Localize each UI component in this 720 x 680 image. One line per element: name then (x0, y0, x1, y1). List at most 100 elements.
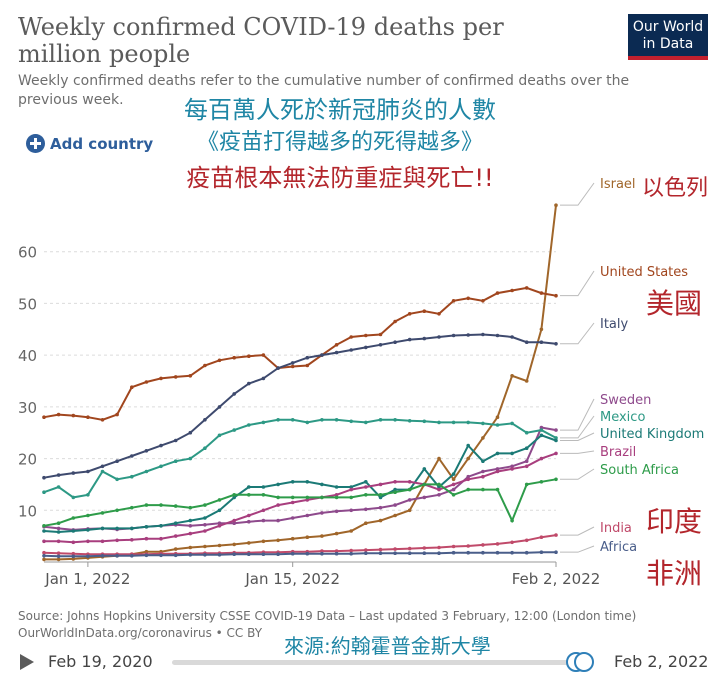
data-point (86, 528, 90, 532)
data-point (495, 415, 500, 420)
data-point (71, 413, 76, 418)
data-point (56, 521, 61, 525)
data-point (71, 540, 76, 545)
data-point (290, 500, 295, 505)
series-label: Israel (600, 177, 636, 192)
data-point (481, 487, 485, 492)
data-point (451, 477, 456, 482)
data-point (290, 495, 295, 500)
data-point (378, 493, 383, 497)
data-point (334, 495, 339, 500)
data-point (232, 495, 236, 500)
data-point (144, 553, 149, 558)
data-point (71, 516, 76, 520)
label-connector (560, 270, 595, 297)
add-country-button[interactable]: Add country (26, 134, 153, 153)
data-point (510, 421, 514, 426)
data-point (554, 342, 558, 346)
data-point (539, 425, 544, 430)
data-point (495, 487, 500, 492)
data-point (422, 482, 427, 487)
data-point (56, 485, 61, 489)
data-point (334, 531, 339, 536)
data-point (86, 554, 90, 559)
data-point (232, 392, 236, 396)
data-point (173, 553, 178, 558)
series-united-kingdom[interactable] (42, 433, 558, 534)
label-connector (560, 182, 595, 206)
series-south-africa[interactable] (42, 477, 558, 528)
data-point (554, 451, 558, 456)
series-mexico[interactable] (42, 418, 558, 500)
data-point (86, 415, 90, 420)
data-point (495, 291, 500, 295)
data-point (364, 480, 368, 484)
data-point (276, 552, 280, 556)
data-point (349, 548, 354, 553)
data-point (203, 544, 207, 549)
data-point (56, 530, 61, 534)
timeline-track[interactable] (172, 660, 584, 665)
y-tick-label: 60 (18, 244, 37, 262)
data-point (100, 554, 105, 558)
data-point (393, 513, 397, 518)
data-point (451, 299, 456, 303)
label-connector (560, 322, 595, 345)
data-point (159, 376, 163, 381)
data-point (539, 327, 544, 332)
data-point (539, 550, 544, 554)
data-point (115, 477, 119, 482)
data-point (437, 487, 441, 492)
data-point (378, 505, 383, 510)
data-point (364, 485, 368, 489)
data-point (334, 418, 339, 422)
data-point (554, 438, 558, 443)
data-point (217, 508, 222, 513)
data-point (481, 469, 485, 474)
label-connector (560, 415, 595, 439)
data-point (100, 526, 105, 531)
data-point (524, 340, 529, 345)
data-point (364, 420, 368, 425)
data-point (232, 428, 236, 432)
data-point (56, 412, 61, 417)
data-point (276, 503, 280, 507)
source-footer: Source: Johns Hopkins University CSSE CO… (18, 608, 698, 642)
data-point (524, 482, 529, 487)
data-point (305, 535, 310, 539)
data-point (276, 538, 280, 543)
series-united-states[interactable] (42, 286, 558, 422)
series-label: Brazil (600, 445, 636, 460)
data-point (510, 467, 514, 471)
data-point (466, 544, 471, 548)
data-point (349, 485, 354, 489)
logo-line-1: Our World (632, 19, 704, 35)
series-israel[interactable] (42, 203, 558, 562)
data-point (407, 551, 412, 555)
series-label: India (600, 521, 632, 536)
owid-logo[interactable]: Our World in Data (628, 14, 708, 60)
series-africa[interactable] (42, 550, 558, 559)
data-point (539, 480, 544, 484)
data-point (407, 487, 412, 492)
data-point (261, 420, 266, 425)
data-point (378, 547, 383, 552)
series-italy[interactable] (42, 332, 558, 480)
data-point (393, 551, 397, 555)
data-point (320, 482, 324, 487)
data-point (320, 549, 324, 553)
play-icon[interactable] (20, 654, 34, 670)
data-point (481, 550, 485, 555)
data-point (495, 542, 500, 546)
data-point (42, 490, 46, 495)
data-point (481, 299, 485, 303)
data-point (305, 355, 310, 360)
data-point (364, 507, 368, 512)
data-point (524, 430, 529, 435)
credit-link[interactable]: OurWorldInData.org/coronavirus • CC BY (18, 626, 263, 640)
data-point (159, 553, 163, 558)
timeline-end-handle[interactable] (574, 652, 594, 672)
data-point (349, 419, 354, 424)
data-point (100, 539, 105, 544)
data-point (247, 541, 251, 545)
